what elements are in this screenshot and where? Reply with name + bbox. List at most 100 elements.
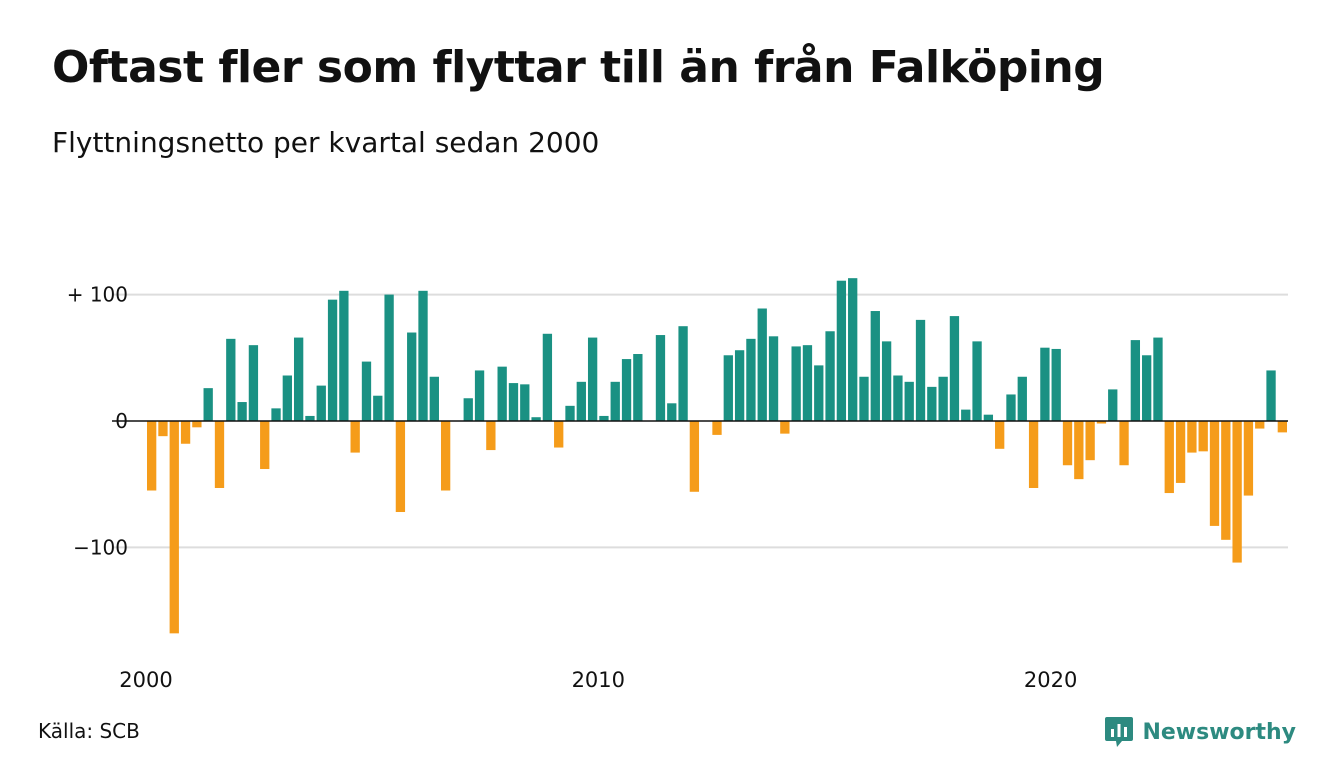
bar <box>848 278 858 421</box>
bar <box>791 346 801 421</box>
bar <box>192 421 202 428</box>
bar <box>587 337 598 421</box>
bar <box>1051 348 1061 421</box>
bar <box>339 290 349 421</box>
bar <box>802 345 813 421</box>
bar <box>520 384 530 421</box>
bar <box>1085 421 1095 461</box>
bar <box>350 421 360 453</box>
bar <box>859 376 869 421</box>
bar <box>667 403 677 421</box>
bar <box>904 381 914 421</box>
bar <box>1142 355 1152 421</box>
bar <box>1209 421 1220 526</box>
bars <box>147 278 1287 634</box>
bar <box>599 415 609 421</box>
bar <box>825 331 835 421</box>
bar <box>723 355 733 421</box>
bar <box>1221 421 1231 540</box>
x-tick-label: 2010 <box>572 668 625 692</box>
grid-lines <box>112 293 1288 549</box>
bar <box>497 366 507 421</box>
bar <box>768 336 779 421</box>
bar <box>915 319 926 421</box>
bar <box>158 421 168 437</box>
y-axis-ticks: + 100 0 −100 <box>67 283 128 560</box>
bar <box>949 316 960 421</box>
bar <box>881 341 892 421</box>
bar <box>384 294 394 421</box>
y-tick-label: −100 <box>73 535 128 559</box>
bar <box>1028 421 1039 488</box>
bar <box>576 381 586 421</box>
bar <box>1266 370 1276 421</box>
brand-name: Newsworthy <box>1142 719 1296 745</box>
bar <box>610 381 620 421</box>
bar <box>237 402 247 421</box>
bar <box>712 421 722 435</box>
bar <box>407 332 417 421</box>
x-tick-label: 2020 <box>1024 668 1077 692</box>
bar <box>395 421 406 513</box>
bar <box>746 338 756 421</box>
bar <box>531 417 541 421</box>
bar <box>1017 376 1027 421</box>
bar <box>305 415 315 421</box>
y-tick-label: 0 <box>115 409 128 433</box>
bar <box>1074 421 1084 480</box>
chart-title: Oftast fler som flyttar till än från Fal… <box>52 42 1105 93</box>
bar <box>655 335 666 421</box>
bar <box>757 308 767 421</box>
bar <box>621 359 632 421</box>
bar <box>463 398 473 421</box>
bar <box>1153 337 1163 421</box>
bar <box>836 280 847 421</box>
bar <box>440 421 451 491</box>
brand-logo: Newsworthy <box>1104 712 1296 752</box>
bar <box>565 405 575 421</box>
bar <box>180 421 191 444</box>
bar <box>282 375 292 421</box>
bar <box>1187 421 1197 453</box>
bar <box>678 326 688 421</box>
bar <box>203 388 213 421</box>
bar <box>1164 421 1174 494</box>
x-axis-ticks: 2000 2010 2020 <box>119 668 1077 692</box>
bar <box>927 386 937 421</box>
bar <box>508 383 519 421</box>
bar <box>961 409 971 421</box>
bar <box>1232 421 1242 563</box>
bar <box>271 408 281 421</box>
bar <box>226 338 236 421</box>
bar <box>1255 421 1265 429</box>
bar <box>972 341 982 421</box>
bar <box>169 421 179 634</box>
bar <box>554 421 564 448</box>
bar <box>486 421 496 451</box>
newsworthy-logo-icon <box>1105 717 1134 747</box>
bar <box>214 421 225 488</box>
bar <box>1096 421 1107 424</box>
bar <box>1040 347 1050 421</box>
bar <box>429 376 439 421</box>
bar <box>474 370 485 421</box>
bar <box>418 290 428 421</box>
bar <box>1130 340 1141 421</box>
bar <box>734 350 745 421</box>
bar <box>248 345 259 421</box>
bar <box>1108 389 1118 421</box>
bar <box>1277 421 1287 433</box>
bar <box>780 421 790 434</box>
bar <box>1175 421 1186 483</box>
bar <box>1119 421 1129 466</box>
bar <box>293 337 304 421</box>
bar <box>147 421 157 491</box>
bar <box>995 421 1005 449</box>
bar <box>893 375 903 421</box>
bar <box>373 395 383 421</box>
bar <box>260 421 270 470</box>
bar <box>327 299 338 421</box>
bar <box>1198 421 1208 452</box>
source-note: Källa: SCB <box>38 719 140 743</box>
